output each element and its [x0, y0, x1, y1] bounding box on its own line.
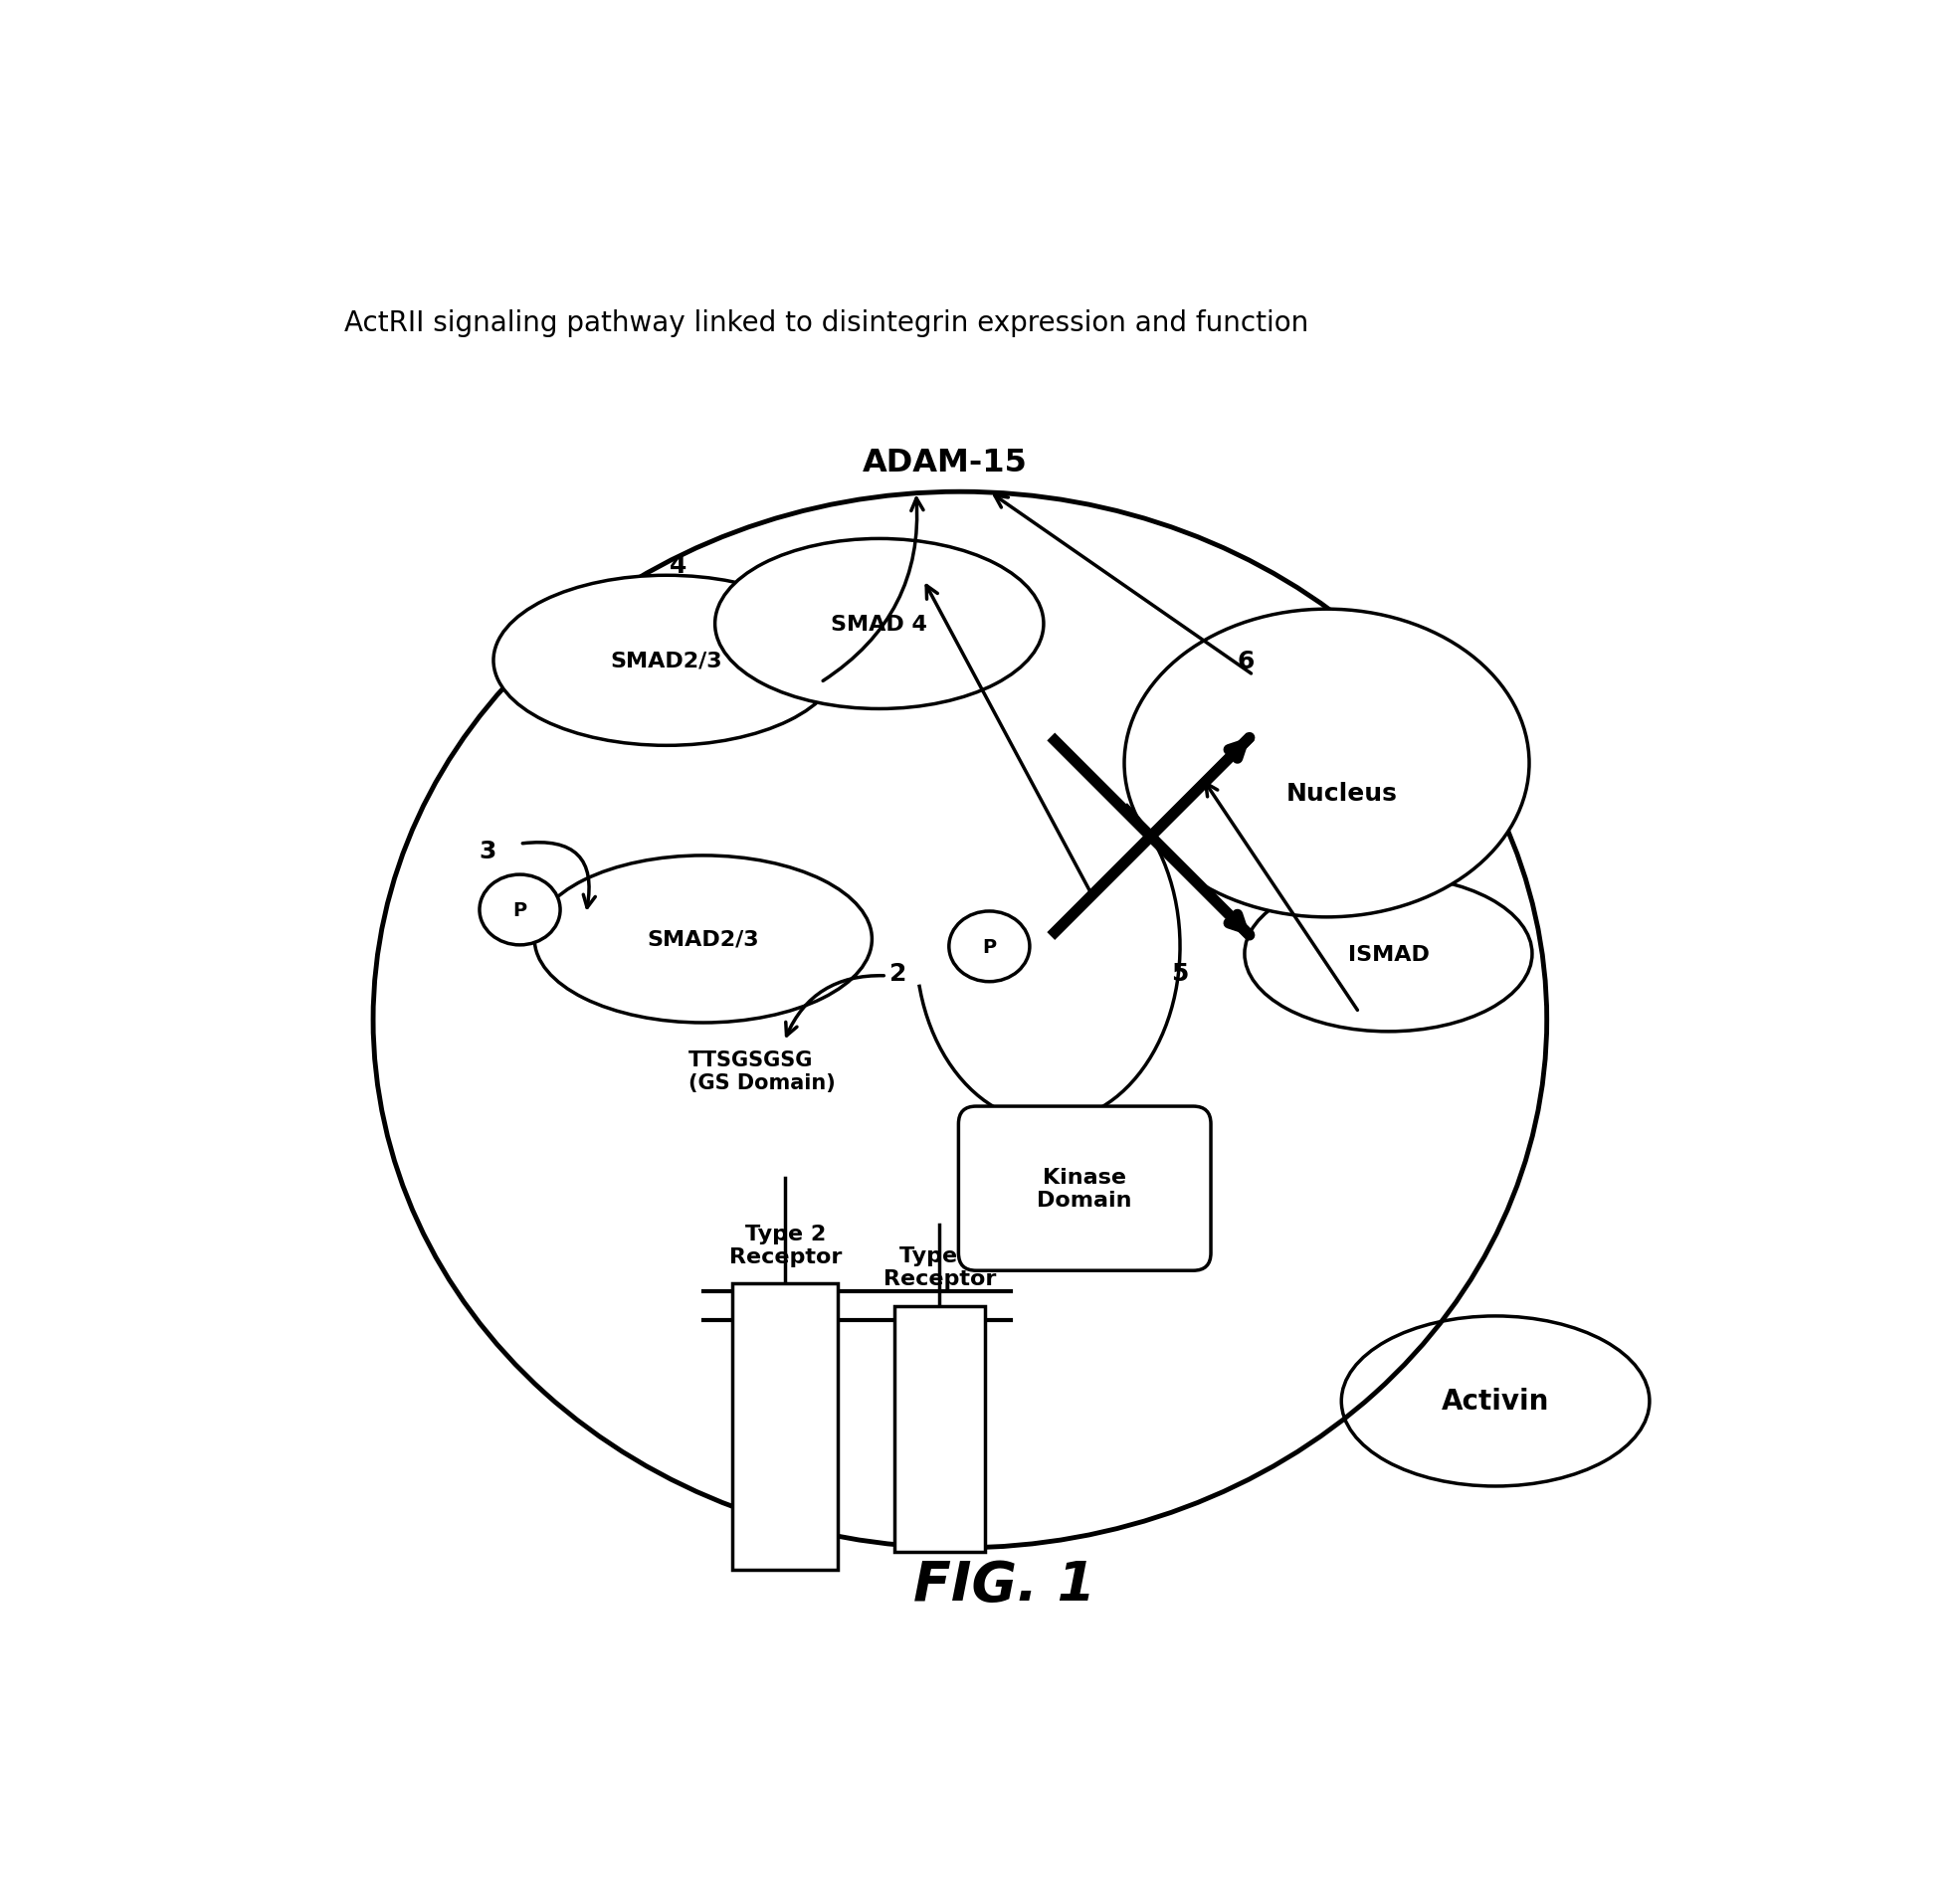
Text: 2: 2: [889, 962, 907, 984]
Ellipse shape: [1244, 876, 1532, 1032]
Ellipse shape: [948, 912, 1030, 982]
FancyBboxPatch shape: [893, 1306, 985, 1552]
Text: FIG. 1: FIG. 1: [913, 1557, 1095, 1611]
Text: ISMAD: ISMAD: [1348, 944, 1428, 963]
Text: ActRII signaling pathway linked to disintegrin expression and function: ActRII signaling pathway linked to disin…: [345, 308, 1309, 337]
Text: Activin: Activin: [1442, 1388, 1550, 1415]
Ellipse shape: [715, 539, 1044, 710]
Text: P: P: [513, 901, 527, 920]
FancyBboxPatch shape: [733, 1283, 838, 1571]
Text: 3: 3: [478, 840, 496, 864]
Text: ADAM-15: ADAM-15: [862, 447, 1028, 478]
Ellipse shape: [1124, 609, 1530, 918]
Ellipse shape: [535, 857, 872, 1022]
Text: P: P: [981, 937, 997, 956]
Text: 5: 5: [1171, 962, 1189, 984]
Ellipse shape: [480, 876, 560, 946]
Text: Type 2
Receptor: Type 2 Receptor: [729, 1224, 842, 1266]
Ellipse shape: [494, 575, 840, 746]
Text: SMAD 4: SMAD 4: [831, 615, 927, 634]
Text: 4: 4: [670, 554, 688, 577]
Text: TTSGSGSG
(GS Domain): TTSGSGSG (GS Domain): [688, 1049, 836, 1093]
Text: 6: 6: [1238, 649, 1254, 672]
Text: Kinase
Domain: Kinase Domain: [1036, 1167, 1132, 1211]
Text: Nucleus: Nucleus: [1285, 781, 1397, 805]
Text: SMAD2/3: SMAD2/3: [646, 929, 760, 950]
FancyBboxPatch shape: [958, 1106, 1211, 1270]
Text: SMAD2/3: SMAD2/3: [611, 651, 723, 670]
Text: Type 1
Receptor: Type 1 Receptor: [884, 1245, 995, 1289]
